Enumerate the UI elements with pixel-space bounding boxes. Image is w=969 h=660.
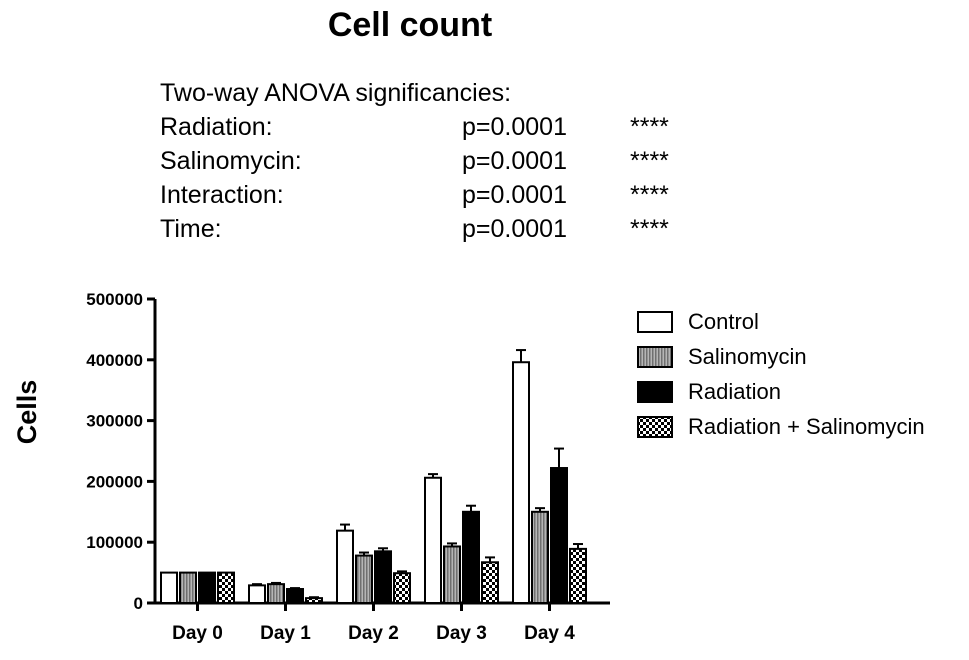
plot-area: 0 100000 200000 300000 400000 500000 Day 0 Day …: [86, 290, 610, 644]
x-tick-label: Day 3: [436, 623, 487, 644]
bar: [462, 510, 480, 604]
y-tick-label: 200000: [86, 472, 143, 491]
bar: [198, 571, 216, 604]
anova-annotation: Two-way ANOVA significancies: Radiation:…: [160, 76, 680, 246]
bar: [374, 550, 392, 605]
legend-swatch: [637, 381, 673, 403]
anova-label: Interaction:: [160, 181, 284, 209]
legend-label: Control: [688, 309, 759, 334]
anova-label: Radiation:: [160, 113, 273, 141]
bar: [286, 588, 304, 604]
y-tick-label: 400000: [86, 351, 143, 370]
anova-label: Time:: [160, 215, 222, 243]
bar: [443, 545, 461, 604]
legend-label: Radiation + Salinomycin: [688, 414, 925, 439]
bar: [550, 467, 568, 604]
bar: [424, 476, 442, 605]
legend-swatch: [637, 311, 673, 333]
chart-title: Cell count: [327, 6, 493, 44]
anova-row-salinomycin: Salinomycin: p=0.0001 ****: [160, 144, 680, 178]
anova-row-time: Time: p=0.0001 ****: [160, 212, 680, 246]
anova-row-radiation: Radiation: p=0.0001 ****: [160, 110, 680, 144]
anova-p-value: p=0.0001: [462, 181, 567, 209]
x-tick-label: Day 2: [348, 623, 399, 644]
x-tick-label: Day 0: [172, 623, 223, 644]
bar: [217, 571, 235, 604]
bar: [531, 510, 549, 604]
bar: [569, 547, 587, 604]
anova-p-value: p=0.0001: [462, 147, 567, 175]
y-axis-label: Cells: [12, 380, 42, 445]
legend-swatch: [637, 416, 673, 438]
bar: [179, 571, 197, 604]
anova-heading: Two-way ANOVA significancies:: [160, 79, 512, 107]
bar: [248, 584, 266, 604]
anova-label: Salinomycin:: [160, 147, 302, 175]
anova-row-interaction: Interaction: p=0.0001 ****: [160, 178, 680, 212]
y-tick-label: 0: [134, 594, 143, 613]
y-tick-label: 100000: [86, 533, 143, 552]
bar: [267, 583, 285, 604]
anova-stars: ****: [630, 215, 669, 243]
legend-label: Salinomycin: [688, 344, 807, 369]
x-tick-label: Day 1: [260, 623, 311, 644]
legend-label: Radiation: [688, 379, 781, 404]
legend-swatch: [637, 346, 673, 368]
bar: [305, 597, 323, 604]
y-tick-label: 300000: [86, 412, 143, 431]
anova-stars: ****: [630, 181, 669, 209]
x-tick-label: Day 4: [524, 623, 575, 644]
bar: [481, 561, 499, 604]
anova-p-value: p=0.0001: [462, 113, 567, 141]
bar: [512, 361, 530, 604]
anova-stars: ****: [630, 113, 669, 141]
anova-stars: ****: [630, 147, 669, 175]
bar: [355, 554, 373, 604]
anova-p-value: p=0.0001: [462, 215, 567, 243]
y-tick-label: 500000: [86, 290, 143, 309]
bar: [160, 571, 178, 604]
bar: [393, 572, 411, 605]
bar: [336, 529, 354, 605]
